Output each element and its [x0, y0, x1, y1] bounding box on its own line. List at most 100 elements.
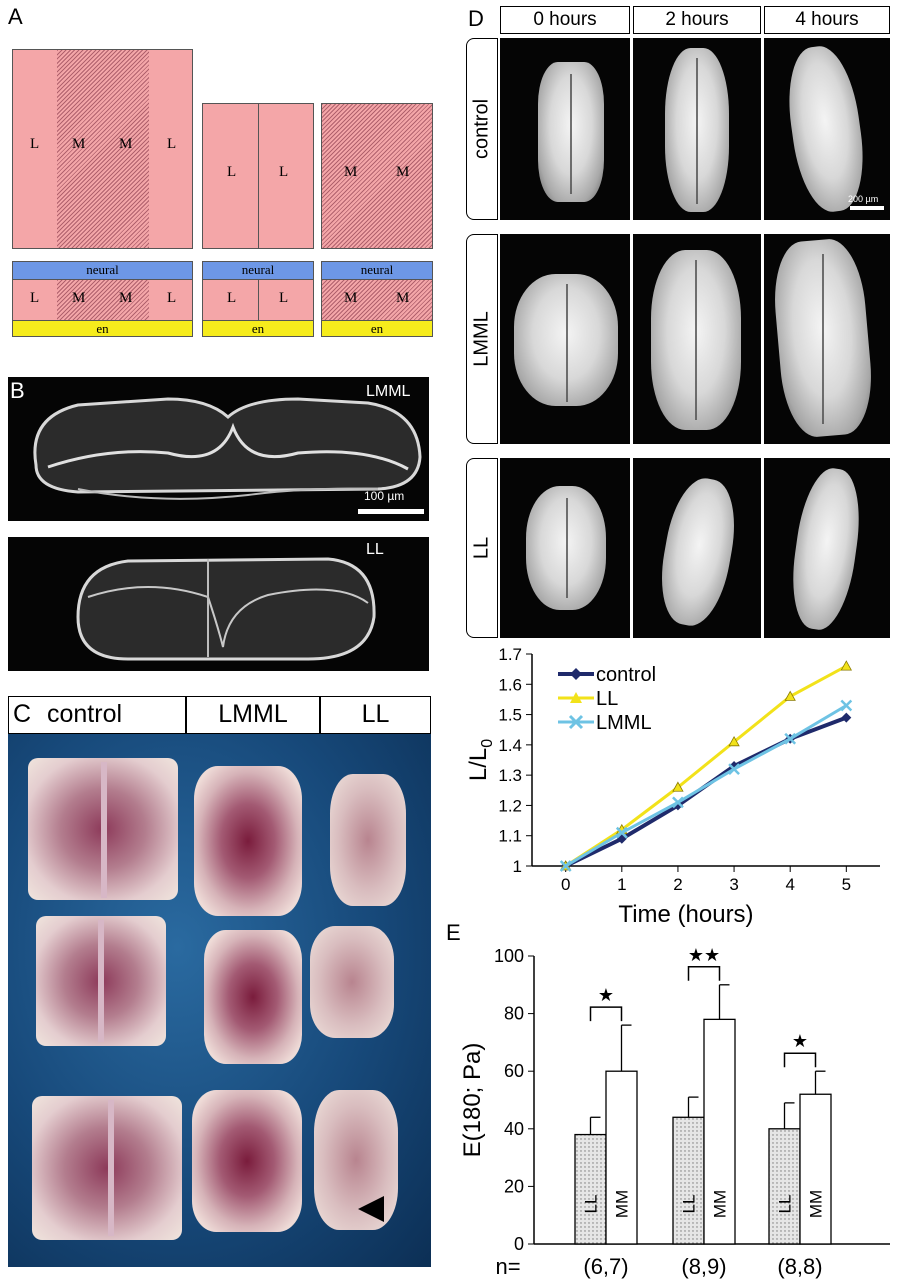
image-ll-4h [764, 458, 890, 638]
tissue-label: L [227, 164, 237, 180]
y-tick-label: 20 [504, 1176, 524, 1196]
n-prefix: n= [495, 1254, 520, 1279]
micrograph-lmml: LMML 100 µm [8, 377, 429, 521]
endoderm-layer: en [321, 320, 433, 337]
endoderm-layer: en [202, 320, 314, 337]
y-tick-label: 1.3 [498, 766, 522, 785]
tissue-mm: M M [321, 103, 433, 249]
tissue-label: M [396, 290, 410, 306]
tissue-label: M [119, 136, 133, 152]
scale-bar-label: 200 µm [848, 194, 879, 204]
image-lmml-4h [764, 234, 890, 444]
data-point [728, 736, 740, 747]
y-axis-title: L/L0 [465, 739, 496, 781]
image-lmml-0h [500, 234, 630, 444]
image-ll-2h [633, 458, 761, 638]
tissue-label: L [279, 290, 289, 306]
image-control-2h [633, 38, 761, 220]
n-label: (6,7) [583, 1254, 628, 1279]
header-ll: LL [320, 696, 431, 734]
explant-photo [8, 734, 431, 1267]
image-control-0h [500, 38, 630, 220]
tissue-label: M [344, 164, 358, 180]
tissue-label: M [72, 290, 86, 306]
x-tick-label: 5 [842, 875, 851, 894]
bar-ll [672, 1116, 705, 1245]
header-2-hours: 2 hours [633, 6, 761, 34]
legend-label: control [596, 664, 656, 686]
significance-stars: ★ [792, 1031, 808, 1051]
neural-layer: neural [12, 261, 193, 280]
row-label-lmml: LMML [466, 234, 498, 444]
midline-stripe [108, 1100, 114, 1236]
x-tick-label: 1 [617, 875, 626, 894]
bar-label-mm: MM [711, 1190, 730, 1218]
x-axis-title: Time (hours) [618, 901, 753, 928]
explant-lmml [192, 1090, 302, 1232]
mesoderm-layer: L L [202, 279, 314, 321]
bar-label-mm: MM [807, 1190, 826, 1218]
scale-bar-label: 100 µm [364, 489, 405, 503]
row-label-ll-text: LL [470, 536, 493, 560]
y-axis-title: E(180; Pa) [459, 1043, 486, 1158]
tissue-label: L [30, 136, 40, 152]
header-0-hours: 0 hours [500, 6, 630, 34]
series-line-lmml [564, 704, 848, 868]
panel-b-label: B [10, 378, 25, 403]
data-point [672, 796, 684, 809]
bar-ll [768, 1128, 801, 1245]
lmml-section-outline [33, 397, 422, 500]
row-label-lmml-text: LMML [470, 311, 493, 367]
scale-bar [850, 206, 884, 210]
line-chart: 1 1.1 1.2 1.3 1.4 1.5 1.6 1.7 0 1 2 3 4 5 Time (hours)… [465, 645, 880, 928]
ll-section-outline [76, 557, 376, 661]
tissue-label: M [72, 136, 86, 152]
legend-label: LL [596, 688, 618, 710]
series-line-control [564, 715, 848, 868]
y-tick-label: 0 [514, 1234, 524, 1254]
bar-label-ll: LL [776, 1195, 795, 1214]
series-line-ll [564, 664, 848, 868]
data-point [615, 826, 628, 839]
y-tick-label: 1.6 [498, 675, 522, 694]
tissue-label: M [119, 290, 133, 306]
bar-label-mm: MM [613, 1190, 632, 1218]
neural-layer: neural [321, 261, 433, 280]
significance-stars: ★ [598, 985, 614, 1005]
explant-ll [310, 926, 394, 1038]
image-lmml-2h [633, 234, 761, 444]
data-point [559, 860, 572, 872]
y-tick-label: 1 [513, 857, 522, 876]
panel-e-label: E [446, 920, 461, 945]
explant-lmml [194, 766, 302, 916]
n-label: (8,8) [777, 1254, 822, 1279]
tissue-label: L [30, 290, 40, 306]
bar-label-ll: LL [582, 1195, 601, 1214]
y-tick-label: 80 [504, 1004, 524, 1024]
header-4-hours: 4 hours [764, 6, 890, 34]
x-tick-label: 3 [729, 875, 738, 894]
label-lmml: LMML [366, 383, 411, 400]
data-point [840, 660, 853, 671]
y-tick-label: 40 [504, 1119, 524, 1139]
data-point [784, 732, 797, 745]
tissue-label: L [167, 136, 177, 152]
significance-bracket [589, 1006, 623, 1022]
y-tick-label: 100 [494, 946, 524, 966]
row-label-control: control [466, 38, 498, 220]
data-point [672, 781, 684, 792]
tissue-lmml: L M M L [12, 49, 193, 249]
image-ll-0h [500, 458, 630, 638]
data-point [728, 763, 740, 775]
header-lmml: LMML [186, 696, 320, 734]
data-point [784, 690, 796, 701]
y-tick-label: 60 [504, 1061, 524, 1081]
panel-d-label: D [468, 6, 484, 31]
tissue-label: L [279, 164, 289, 180]
bar-label-ll: LL [680, 1195, 699, 1214]
tissue-label: M [396, 164, 410, 180]
y-tick-label: 1.7 [498, 645, 522, 664]
explant-ll [330, 774, 406, 906]
tissue-label: L [227, 290, 237, 306]
